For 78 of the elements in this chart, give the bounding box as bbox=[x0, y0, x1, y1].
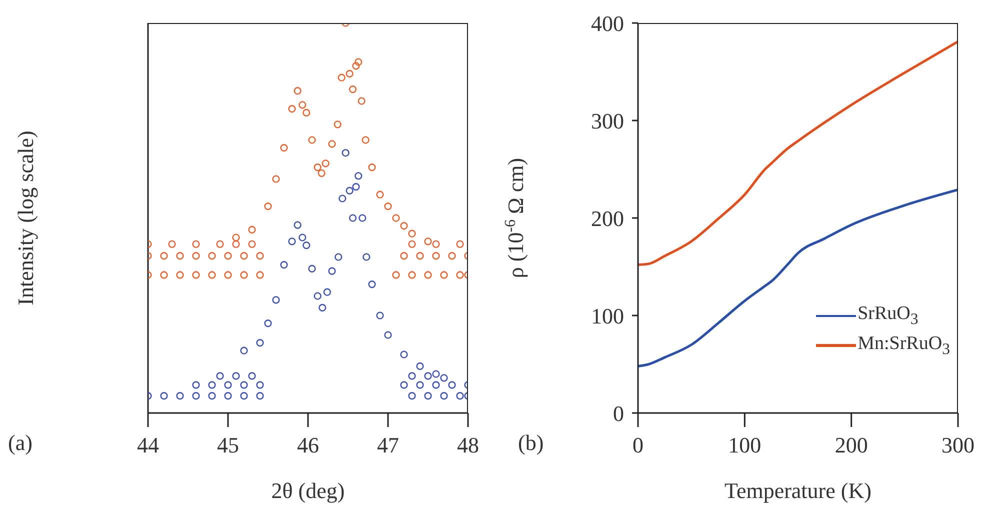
point bbox=[424, 372, 432, 380]
point bbox=[224, 392, 232, 400]
y-tick-label: 0 bbox=[613, 400, 624, 426]
point bbox=[314, 292, 322, 300]
point bbox=[256, 381, 264, 389]
point bbox=[448, 381, 456, 389]
point bbox=[294, 221, 302, 229]
point bbox=[192, 381, 200, 389]
point bbox=[334, 253, 342, 261]
text: (b) bbox=[518, 430, 544, 456]
point bbox=[328, 267, 336, 275]
point bbox=[368, 280, 376, 288]
text: (a) bbox=[8, 430, 32, 456]
point bbox=[272, 296, 280, 304]
point bbox=[264, 320, 272, 328]
point bbox=[352, 183, 360, 191]
point bbox=[176, 392, 184, 400]
point bbox=[160, 392, 168, 400]
point bbox=[400, 350, 408, 358]
x-tick-label: 48 bbox=[457, 432, 479, 458]
point bbox=[358, 214, 366, 222]
point bbox=[346, 186, 354, 194]
point bbox=[240, 392, 248, 400]
point bbox=[256, 392, 264, 400]
x-tick-label: 44 bbox=[137, 432, 159, 458]
point bbox=[440, 374, 448, 382]
point bbox=[240, 381, 248, 389]
point bbox=[424, 392, 432, 400]
y-tick-label: 300 bbox=[591, 108, 624, 134]
point bbox=[384, 331, 392, 339]
point bbox=[456, 392, 464, 400]
point bbox=[416, 362, 424, 370]
point bbox=[308, 264, 316, 272]
x-tick-label: 45 bbox=[217, 432, 239, 458]
point bbox=[216, 372, 224, 380]
point bbox=[280, 261, 288, 269]
x-tick-label: 200 bbox=[834, 432, 868, 458]
line-series bbox=[638, 40, 958, 266]
point bbox=[232, 372, 240, 380]
y-tick-label: 200 bbox=[591, 206, 624, 231]
point bbox=[256, 339, 264, 347]
point bbox=[400, 381, 408, 389]
point bbox=[342, 149, 350, 157]
point bbox=[192, 392, 200, 400]
legend-label: SrRuO$_{3}$ bbox=[858, 303, 918, 329]
point bbox=[318, 304, 326, 312]
point bbox=[432, 370, 440, 378]
point bbox=[349, 214, 357, 222]
point bbox=[224, 381, 232, 389]
point bbox=[208, 392, 216, 400]
y-tick-label: 400 bbox=[591, 10, 624, 36]
x-tick-label: 47 bbox=[377, 432, 399, 458]
point bbox=[416, 381, 424, 389]
x-tick-label: 300 bbox=[942, 432, 974, 458]
y-tick-label: 100 bbox=[591, 303, 624, 328]
point bbox=[208, 381, 216, 389]
point bbox=[354, 172, 362, 180]
line-series bbox=[638, 188, 958, 368]
point bbox=[240, 346, 248, 354]
point bbox=[408, 372, 416, 380]
x-tick-label: 46 bbox=[297, 432, 319, 458]
x-tick-label: 100 bbox=[728, 432, 762, 458]
x-tick-label: 0 bbox=[632, 432, 644, 458]
point bbox=[248, 372, 256, 380]
point bbox=[298, 234, 306, 242]
point bbox=[323, 288, 331, 296]
x-axis-title: Temperature (K) bbox=[724, 478, 872, 503]
point bbox=[440, 392, 448, 400]
point bbox=[376, 312, 384, 320]
x-axis-title: 2θ (deg) bbox=[271, 478, 345, 503]
y-axis-title: Intensity (log scale) bbox=[13, 130, 38, 306]
point bbox=[288, 238, 296, 246]
point bbox=[408, 392, 416, 400]
legend-label: Mn:SrRuO$_{3}$ bbox=[858, 332, 950, 359]
point bbox=[338, 194, 346, 202]
point bbox=[302, 242, 310, 250]
point bbox=[432, 381, 440, 389]
point bbox=[362, 253, 370, 261]
